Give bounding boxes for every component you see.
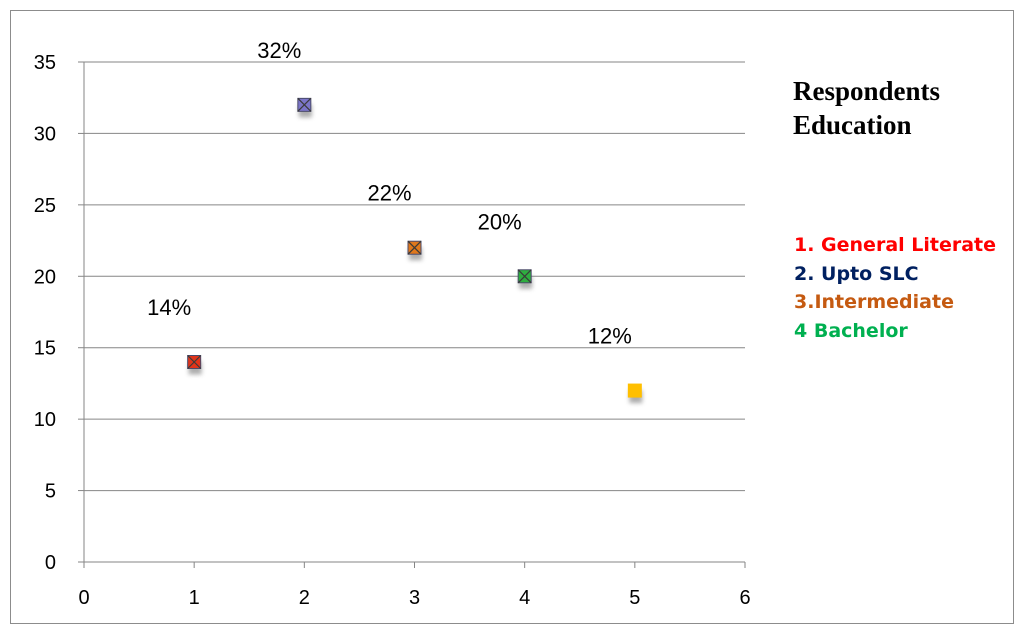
y-tick-label-30: 30: [34, 123, 56, 145]
legend-title: Respondents Education: [793, 74, 1003, 142]
data-labels: 14% 32% 22% 20% 12%: [147, 38, 632, 349]
data-label-3: 22%: [367, 181, 411, 206]
data-points: [187, 97, 643, 404]
data-label-4: 20%: [478, 209, 522, 234]
data-label-1: 14%: [147, 295, 191, 320]
legend-title-line2: Education: [793, 110, 912, 140]
y-tick-label-20: 20: [34, 266, 56, 288]
tick-labels: 0 5 10 15 20 25 30 35 0 1 2 3 4 5 6: [34, 52, 751, 609]
axes: [78, 61, 746, 568]
chart-frame: [10, 10, 1014, 624]
data-point-5: [627, 383, 642, 398]
y-tick-label-35: 35: [34, 52, 56, 74]
data-point-cross-b-1: [187, 355, 202, 369]
legend: 1. General Literate 2. Upto SLC 3.Interm…: [794, 231, 1009, 345]
data-point-cross-b-4: [517, 269, 532, 284]
x-tick-label-1: 1: [189, 587, 200, 609]
legend-item-intermediate: 3.Intermediate: [794, 291, 954, 313]
data-point-cross-b-2: [297, 97, 312, 112]
y-tick-label-15: 15: [34, 338, 56, 360]
y-tick-label-10: 10: [34, 409, 56, 431]
x-tick-label-0: 0: [78, 587, 89, 609]
y-tick-label-25: 25: [34, 195, 56, 217]
y-tick-label-5: 5: [45, 481, 56, 503]
x-tick-label-3: 3: [409, 587, 420, 609]
x-tick-label-5: 5: [629, 587, 640, 609]
data-point-cross-b-3: [407, 240, 422, 255]
x-tick-label-6: 6: [739, 587, 750, 609]
x-tick-label-2: 2: [299, 587, 310, 609]
y-tick-label-0: 0: [45, 552, 56, 574]
grid-lines: [84, 61, 745, 492]
legend-item-bachelor: 4 Bachelor: [794, 319, 908, 342]
data-label-2: 32%: [257, 38, 301, 63]
legend-title-line1: Respondents: [793, 76, 941, 106]
data-label-5: 12%: [588, 324, 632, 349]
legend-item-general-literate: 1. General Literate: [794, 234, 997, 256]
legend-item-upto-slc: 2. Upto SLC: [794, 262, 919, 285]
x-tick-label-4: 4: [519, 587, 530, 609]
